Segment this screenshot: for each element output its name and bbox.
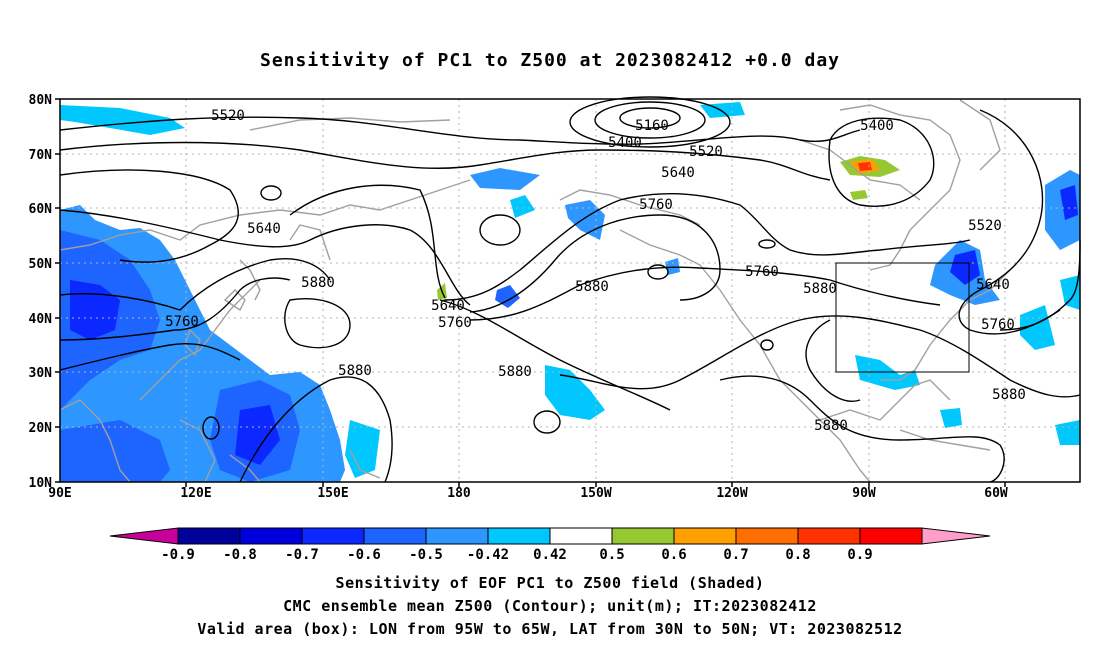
contour-label: 5520 <box>211 108 245 124</box>
colorbar-cell <box>673 527 737 545</box>
contour-labels: 5520 5160 5400 5520 5400 5640 5640 5760 … <box>165 108 1026 434</box>
caption-valid-area: Valid area (box): LON from 95W to 65W, L… <box>197 620 903 638</box>
contour-label: 5400 <box>608 135 642 151</box>
contour-label: 5880 <box>338 363 372 379</box>
contour-label: 5520 <box>689 144 723 160</box>
colorbar-label: -0.6 <box>347 547 381 563</box>
colorbar-label: -0.42 <box>467 547 509 563</box>
contour-label: 5880 <box>814 418 848 434</box>
contour-label: 5640 <box>247 221 281 237</box>
z500-contours <box>59 96 1081 483</box>
lon-tick-label: 120W <box>716 486 747 501</box>
contour-label: 5160 <box>635 118 669 134</box>
colorbar-label: 0.8 <box>785 547 810 563</box>
colorbar-label: 0.5 <box>599 547 624 563</box>
grid-lines <box>60 99 1080 482</box>
contour-label: 5640 <box>661 165 695 181</box>
colorbar-cell <box>611 527 675 545</box>
contour-label: 5760 <box>745 264 779 280</box>
contour-label: 5760 <box>981 317 1015 333</box>
colorbar-cell <box>735 527 799 545</box>
valid-area-box <box>835 262 970 373</box>
lat-tick-label: 30N <box>29 366 53 381</box>
plot-title: Sensitivity of PC1 to Z500 at 2023082412… <box>259 50 840 71</box>
lon-tick-label: 150E <box>317 486 348 501</box>
colorbar-label: 0.7 <box>723 547 748 563</box>
lon-tick-label: 90E <box>48 486 71 501</box>
lon-axis: 90E 120E 150E 180 150W 120W 90W 60W <box>48 482 1008 501</box>
lat-tick-label: 40N <box>29 312 53 327</box>
colorbar-label: 0.9 <box>847 547 872 563</box>
lon-tick-label: 150W <box>580 486 611 501</box>
caption-contour: CMC ensemble mean Z500 (Contour); unit(m… <box>283 597 817 615</box>
colorbar-cell <box>487 527 551 545</box>
lon-tick-label: 90W <box>852 486 876 501</box>
lon-tick-label: 180 <box>447 486 471 501</box>
colorbar: -0.9 -0.8 -0.7 -0.6 -0.5 -0.42 0.42 0.5 0.6 0.7 0.… <box>109 527 991 563</box>
colorbar-cell <box>797 527 861 545</box>
colorbar-cell <box>859 527 923 545</box>
colorbar-cell <box>425 527 489 545</box>
contour-label: 5400 <box>860 118 894 134</box>
colorbar-label: -0.9 <box>161 547 195 563</box>
colorbar-label: -0.8 <box>223 547 257 563</box>
contour-label: 5760 <box>639 197 673 213</box>
lat-axis: 80N 70N 60N 50N 40N 30N 20N 10N <box>29 93 60 491</box>
colorbar-cell <box>549 527 613 545</box>
colorbar-label: 0.6 <box>661 547 686 563</box>
lat-tick-label: 20N <box>29 421 53 436</box>
contour-label: 5640 <box>431 298 465 314</box>
contour-label: 5880 <box>575 279 609 295</box>
colorbar-low-extend <box>109 527 179 545</box>
colorbar-label: 0.42 <box>533 547 567 563</box>
contour-label: 5760 <box>165 314 199 330</box>
colorbar-label: -0.5 <box>409 547 443 563</box>
contour-label: 5880 <box>803 281 837 297</box>
lat-tick-label: 60N <box>29 202 53 217</box>
colorbar-cell <box>301 527 365 545</box>
map-frame <box>59 98 1081 483</box>
contour-label: 5640 <box>976 277 1010 293</box>
colorbar-cell <box>239 527 303 545</box>
lat-tick-label: 10N <box>29 476 53 491</box>
lon-tick-label: 120E <box>180 486 211 501</box>
colorbar-cell <box>363 527 427 545</box>
colorbar-cell <box>177 527 241 545</box>
lon-tick-label: 60W <box>984 486 1008 501</box>
colorbar-high-extend <box>921 527 991 545</box>
coastlines <box>59 99 1011 483</box>
lat-tick-label: 80N <box>29 93 53 108</box>
colorbar-label: -0.7 <box>285 547 319 563</box>
lat-tick-label: 50N <box>29 257 53 272</box>
contour-label: 5520 <box>968 218 1002 234</box>
contour-label: 5760 <box>438 315 472 331</box>
lat-tick-label: 70N <box>29 148 53 163</box>
contour-label: 5880 <box>301 275 335 291</box>
contour-label: 5880 <box>498 364 532 380</box>
contour-label: 5880 <box>992 387 1026 403</box>
caption-shading: Sensitivity of EOF PC1 to Z500 field (Sh… <box>335 574 765 592</box>
